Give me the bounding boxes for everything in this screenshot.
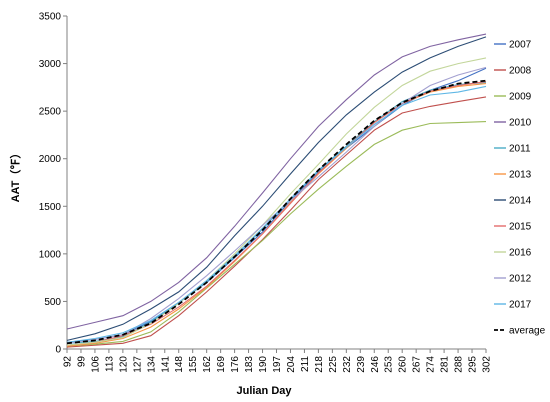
series-line-2008 — [66, 96, 487, 348]
x-tick-label: 120 — [118, 356, 129, 373]
x-tick-label: 295 — [468, 356, 479, 373]
legend-label-2007: 2007 — [509, 40, 532, 51]
x-tick-label: 288 — [454, 356, 465, 373]
legend-label-2017: 2017 — [509, 300, 532, 311]
series-line-2010 — [66, 33, 487, 330]
x-tick-label: 302 — [482, 356, 493, 373]
series-line-average — [66, 79, 487, 345]
y-tick-label: 2000 — [39, 154, 62, 165]
legend-label-2012: 2012 — [509, 274, 532, 285]
x-tick-label: 232 — [342, 356, 353, 373]
x-tick-label: 183 — [244, 356, 255, 373]
x-tick-label: 106 — [90, 356, 101, 373]
y-tick-label: 500 — [44, 297, 61, 308]
x-axis: 92 99 106 113 120 127 134 141 148 155 162 169 176 183… — [63, 348, 493, 373]
legend-label-2016: 2016 — [509, 248, 532, 259]
x-tick-label: 92 — [63, 356, 74, 368]
x-tick-label: 218 — [314, 356, 325, 373]
x-tick-label: 176 — [230, 356, 241, 373]
series-line-2016 — [66, 57, 487, 346]
legend: 2007 2008 2009 2010 2011 2013 2014 2015 2016 2012… — [494, 40, 546, 337]
x-tick-label: 162 — [202, 356, 213, 373]
x-tick-label: 155 — [188, 356, 199, 373]
x-tick-label: 253 — [384, 356, 395, 373]
y-tick-label: 3000 — [39, 59, 62, 70]
legend-label-2014: 2014 — [509, 196, 532, 207]
x-tick-label: 225 — [328, 356, 339, 373]
y-tick-label: 3500 — [39, 12, 62, 23]
series-line-2017 — [66, 85, 487, 343]
series-line-2013 — [66, 83, 487, 347]
x-tick-label: 113 — [104, 356, 115, 372]
legend-label-average: average — [509, 326, 546, 337]
legend-label-2013: 2013 — [509, 170, 532, 181]
legend-label-2011: 2011 — [509, 144, 531, 155]
x-tick-label: 246 — [370, 356, 381, 373]
legend-label-2015: 2015 — [509, 222, 532, 233]
x-tick-label: 148 — [174, 356, 185, 373]
series-line-2009 — [66, 121, 487, 347]
x-tick-label: 211 — [300, 356, 311, 372]
y-tick-label: 0 — [55, 345, 61, 356]
legend-label-2010: 2010 — [509, 118, 532, 129]
y-tick-label: 2500 — [39, 107, 62, 118]
series-line-2007 — [66, 67, 487, 343]
x-tick-label: 141 — [160, 356, 171, 373]
x-tick-label: 204 — [286, 356, 297, 373]
series-line-2012 — [66, 66, 487, 344]
legend-label-2008: 2008 — [509, 66, 532, 77]
x-axis-title: Julian Day — [236, 385, 292, 397]
x-tick-label: 134 — [146, 356, 157, 373]
y-axis: 0 500 1000 1500 2000 2500 3000 3500 — [39, 12, 68, 356]
x-tick-label: 239 — [356, 356, 367, 373]
y-tick-label: 1000 — [39, 249, 62, 260]
x-tick-label: 197 — [272, 356, 283, 373]
x-tick-label: 267 — [412, 356, 423, 373]
x-tick-label: 99 — [76, 356, 87, 368]
series-line-2014 — [66, 36, 487, 341]
x-tick-label: 169 — [216, 356, 227, 373]
x-tick-label: 274 — [426, 356, 437, 373]
legend-label-2009: 2009 — [509, 92, 532, 103]
plot-lines — [66, 33, 487, 348]
x-tick-label: 127 — [132, 356, 143, 373]
y-tick-label: 1500 — [39, 202, 62, 213]
y-axis-title: AAT（℉） — [9, 148, 22, 203]
x-tick-label: 260 — [398, 356, 409, 373]
x-tick-label: 190 — [258, 356, 269, 373]
x-tick-label: 281 — [440, 356, 451, 373]
